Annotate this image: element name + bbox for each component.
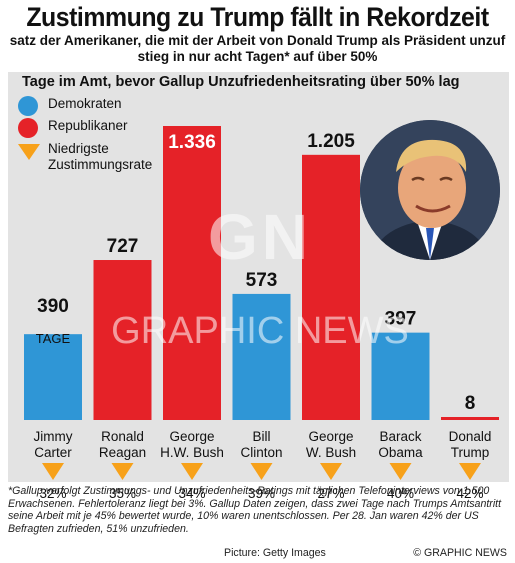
legend-lowest-line-1: Niedrigste	[48, 141, 109, 156]
category-label-4-line-2: W. Bush	[306, 445, 356, 460]
lowest-approval-triangle-icon-4	[320, 463, 342, 480]
portrait-illustration-icon	[360, 120, 500, 260]
lowest-approval-triangle-icon-5	[389, 463, 412, 480]
legend-lowest-label: Niedrigste Zustimmungsrate	[48, 141, 152, 173]
legend-republicans-label: Republikaner	[48, 118, 128, 133]
category-label-3-line-2: Clinton	[240, 445, 282, 460]
picture-credit: Picture: Getty Images	[224, 547, 326, 559]
bar-0	[24, 334, 82, 420]
subtitle-line-1: satz der Amerikaner, die mit der Arbeit …	[9, 33, 506, 48]
category-label-5-line-1: Barack	[379, 429, 421, 444]
legend-democrats-label: Demokraten	[48, 96, 122, 111]
page-title: Zustimmung zu Trump fällt in Rekordzeit	[26, 2, 489, 32]
legend-lowest-approval: Niedrigste Zustimmungsrate	[18, 141, 152, 173]
unit-label: TAGE	[36, 331, 71, 346]
lowest-approval-value-5: 40%	[387, 486, 414, 501]
value-label-0: 390	[37, 296, 69, 317]
category-label-6-line-2: Trump	[451, 445, 490, 460]
value-label-6: 8	[465, 393, 476, 414]
category-label-1-line-1: Ronald	[101, 429, 144, 444]
lowest-approval-value-6: 42%	[456, 486, 483, 501]
bar-2	[163, 126, 221, 420]
lowest-approval-value-0: 32%	[39, 486, 66, 501]
value-label-3: 573	[246, 270, 278, 291]
category-label-1-line-2: Reagan	[99, 445, 146, 460]
lowest-approval-triangle-icon-2	[181, 463, 203, 480]
bar-4	[302, 154, 360, 420]
category-label-3-line-1: Bill	[252, 429, 270, 444]
lowest-approval-triangle-icon-1	[111, 463, 134, 480]
category-label-5-line-2: Obama	[378, 445, 423, 460]
category-label-4-line-1: George	[308, 429, 353, 444]
republican-dot-icon	[18, 118, 38, 138]
legend-lowest-line-2: Zustimmungsrate	[48, 157, 153, 172]
lowest-approval-triangle-icon-6	[459, 463, 481, 480]
subtitle: satz der Amerikaner, die mit der Arbeit …	[0, 33, 515, 65]
bar-3	[232, 293, 291, 420]
category-label-2-line-1: George	[169, 429, 214, 444]
copyright: © GRAPHIC NEWS	[413, 547, 507, 559]
democrat-dot-icon	[18, 96, 38, 116]
subtitle-line-2: stieg in nur acht Tagen* auf über 50%	[137, 49, 378, 64]
legend-democrats: Demokraten	[18, 96, 122, 116]
value-label-5: 397	[385, 309, 417, 330]
value-label-2: 1.336	[168, 132, 216, 153]
lowest-approval-triangle-icon-0	[42, 463, 64, 480]
legend-republicans: Republikaner	[18, 118, 128, 138]
category-label-0-line-1: Jimmy	[34, 429, 73, 444]
triangle-down-icon	[18, 144, 40, 160]
lowest-approval-value-3: 39%	[248, 486, 275, 501]
bar-1	[93, 260, 152, 420]
bar-5	[371, 332, 430, 420]
footnote: *Gallup verfolgt Zustimmungs- und Unzufr…	[8, 485, 502, 535]
lowest-approval-value-1: 35%	[109, 486, 136, 501]
category-label-0-line-2: Carter	[34, 445, 72, 460]
chart-title: Tage im Amt, bevor Gallup Unzufriedenhei…	[22, 74, 460, 90]
category-label-2-line-2: H.W. Bush	[160, 445, 224, 460]
value-label-1: 727	[107, 236, 139, 257]
trump-photo	[360, 120, 500, 260]
category-label-6-line-1: Donald	[449, 429, 492, 444]
lowest-approval-value-2: 34%	[178, 486, 205, 501]
lowest-approval-triangle-icon-3	[250, 463, 273, 480]
value-label-4: 1.205	[307, 131, 355, 152]
lowest-approval-value-4: 27%	[317, 486, 344, 501]
bar-6	[441, 417, 499, 420]
